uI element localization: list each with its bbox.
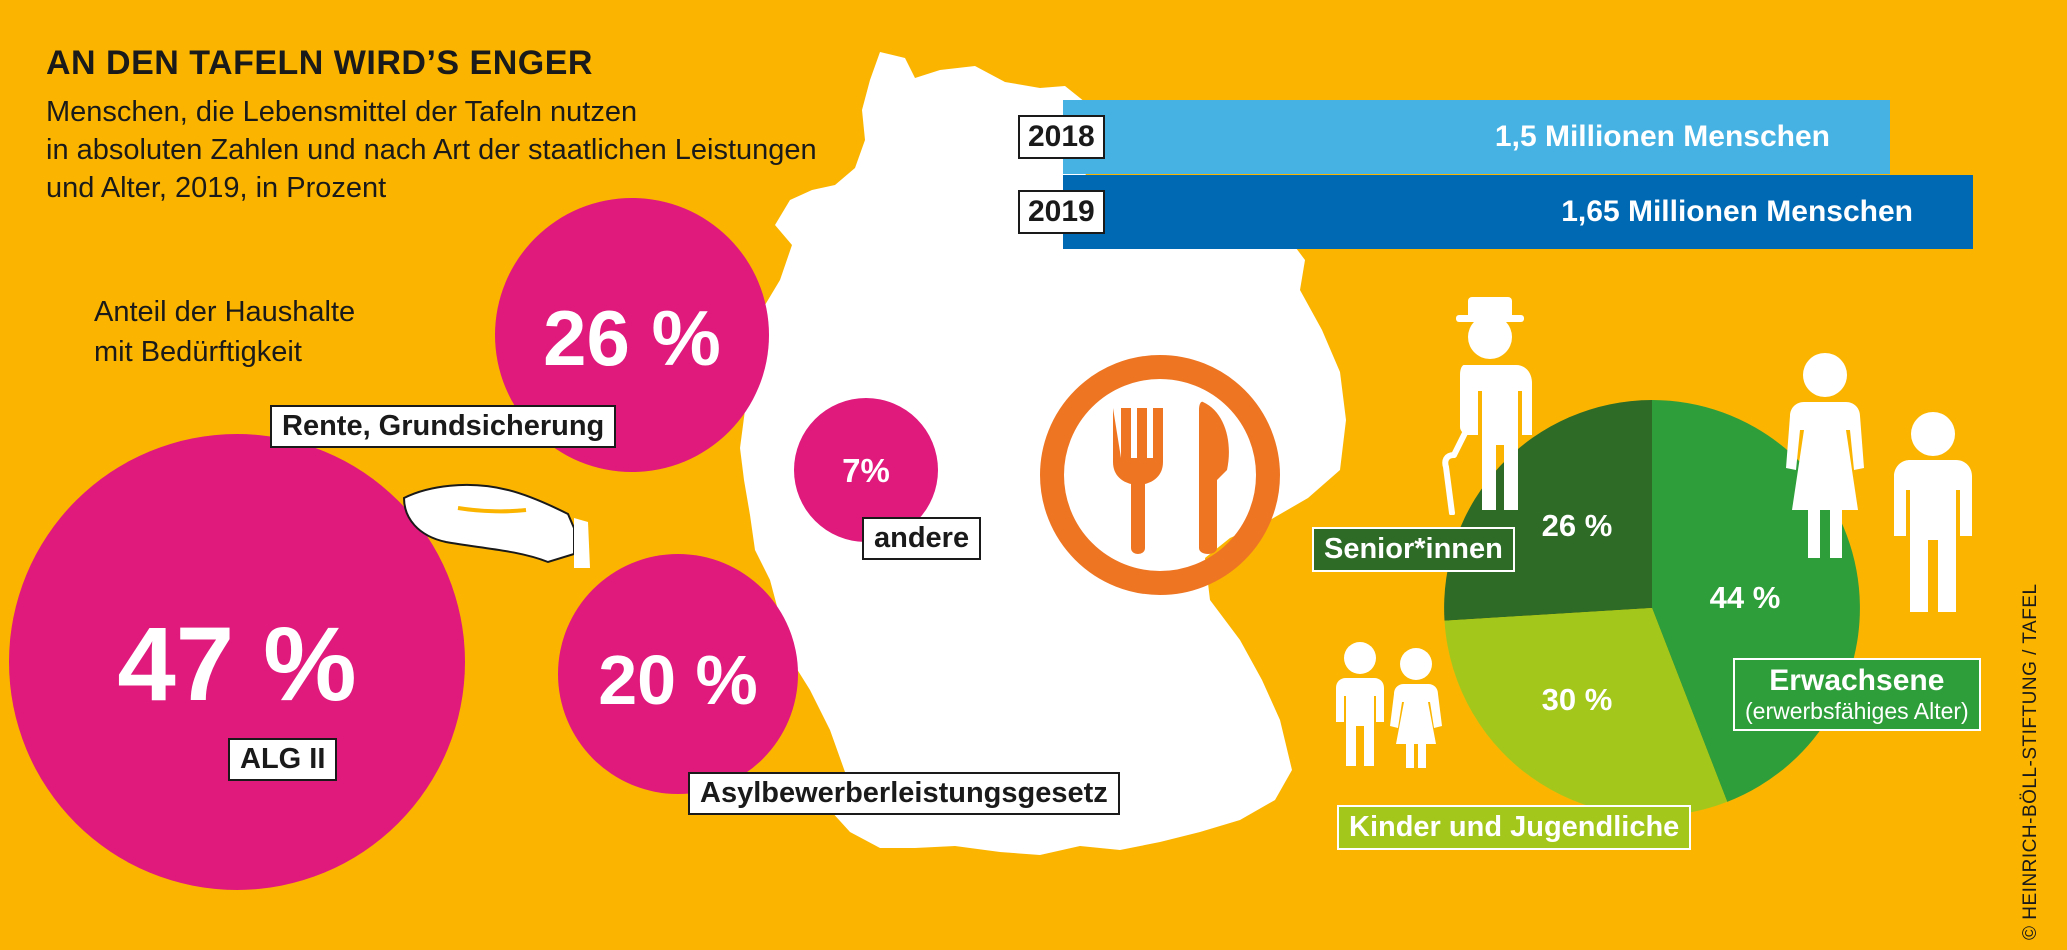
bubble-rente-value: 26 % — [543, 294, 721, 382]
label-erwachsene: Erwachsene (erwerbsfähiges Alter) — [1733, 658, 1981, 731]
label-rente: Rente, Grundsicherung — [270, 405, 617, 448]
year-label-2019: 2019 — [1018, 190, 1105, 234]
pie-value-kinder: 30 % — [1541, 682, 1613, 717]
subtitle-line-1: Menschen, die Lebensmittel der Tafeln nu… — [46, 96, 638, 128]
credit-line: © HEINRICH-BÖLL-STIFTUNG / TAFEL — [2020, 583, 2041, 940]
label-asyl: Asylbewerberleistungsgesetz — [688, 772, 1120, 815]
bubble-alg2-value: 47 % — [117, 606, 357, 723]
bubble-rente — [495, 198, 769, 472]
woman-icon — [1786, 353, 1864, 558]
bubble-andere — [794, 398, 938, 542]
pie-slice-kinder — [1444, 608, 1728, 816]
households-heading-line-2: mit Bedürftigkeit — [94, 336, 302, 368]
pie-value-erwachsene: 44 % — [1709, 580, 1781, 615]
bar-2019-label: 1,65 Millionen Menschen — [1561, 195, 1913, 228]
label-senior: Senior*innen — [1312, 527, 1515, 572]
bubble-asyl — [558, 554, 798, 794]
senior-with-cane-icon — [1442, 297, 1532, 515]
subtitle-line-3: und Alter, 2019, in Prozent — [46, 172, 387, 204]
label-alg2: ALG II — [228, 738, 338, 781]
bubble-andere-value: 7% — [842, 452, 890, 489]
man-icon — [1894, 412, 1972, 612]
label-andere: andere — [862, 517, 982, 560]
label-erwachsene-title: Erwachsene — [1769, 664, 1945, 697]
subtitle-line-2: in absoluten Zahlen und nach Art der sta… — [46, 134, 817, 166]
bar-2018-label: 1,5 Millionen Menschen — [1494, 120, 1830, 153]
label-erwachsene-note: (erwerbsfähiges Alter) — [1745, 698, 1969, 724]
bubble-alg2 — [9, 434, 465, 890]
hand-icon — [402, 483, 591, 568]
bar-2019: 1,65 Millionen Menschen — [1063, 175, 1973, 249]
households-heading-line-1: Anteil der Haushalte — [94, 296, 356, 328]
plate-fork-knife-icon — [1040, 355, 1280, 595]
pie-value-senior: 26 % — [1541, 508, 1613, 543]
label-kinder: Kinder und Jugendliche — [1337, 805, 1692, 850]
children-icon — [1336, 642, 1442, 768]
bar-2018: 1,5 Millionen Menschen — [1063, 100, 1890, 174]
chart-title: AN DEN TAFELN WIRD’S ENGER — [46, 44, 593, 82]
bubble-asyl-value: 20 % — [598, 641, 758, 719]
year-label-2018: 2018 — [1018, 115, 1105, 159]
